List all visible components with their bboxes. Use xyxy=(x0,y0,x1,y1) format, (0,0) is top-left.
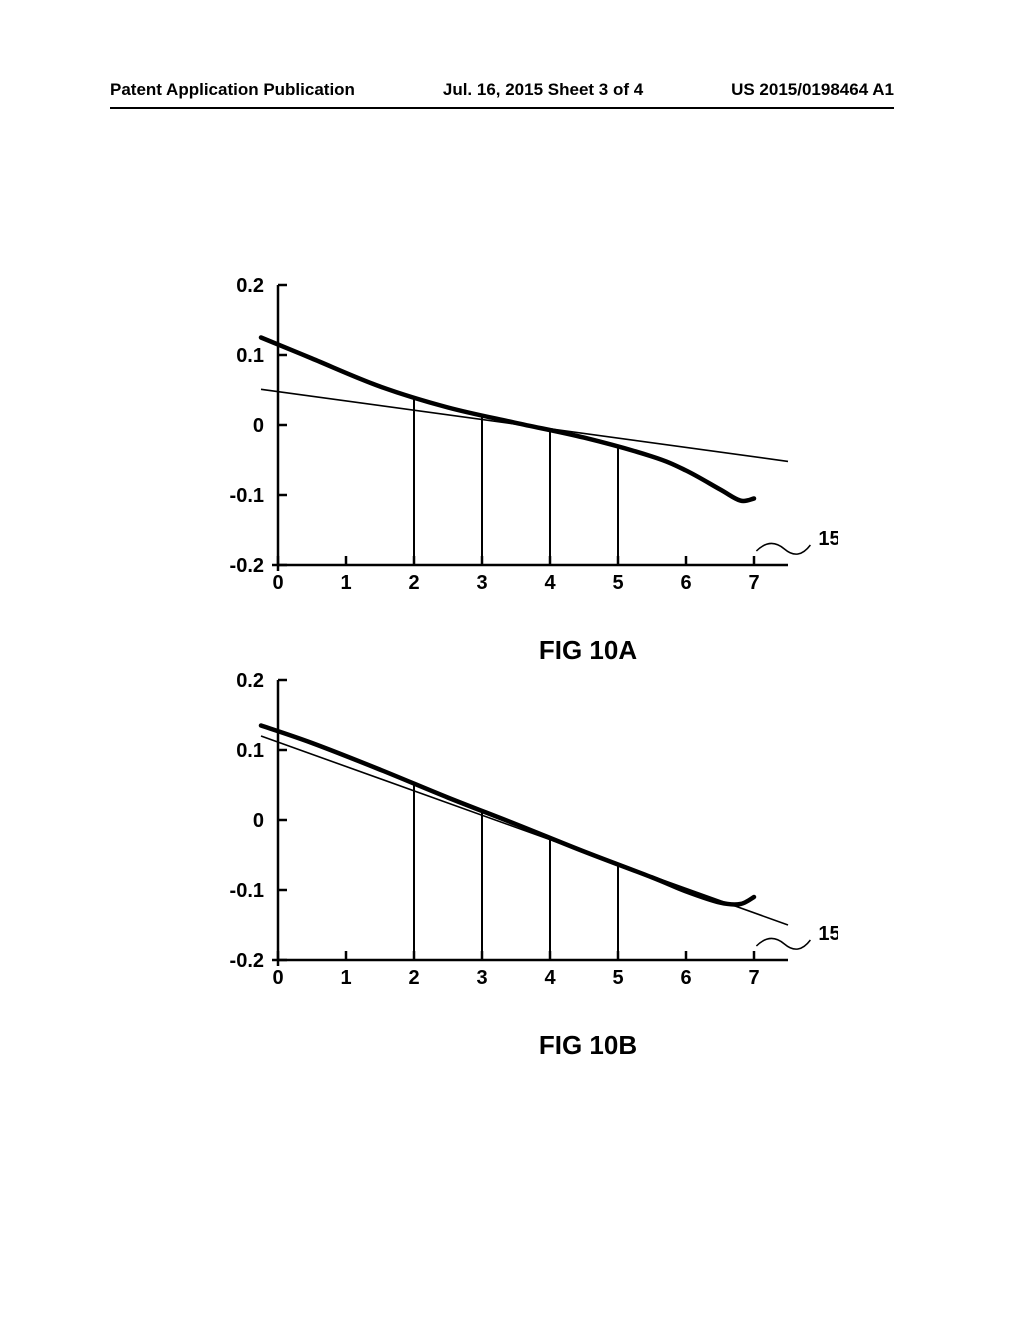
svg-text:4: 4 xyxy=(544,572,556,594)
header-rule xyxy=(110,107,894,109)
fig-label-10b: FIG 10B xyxy=(198,1030,838,1061)
svg-text:0.1: 0.1 xyxy=(236,345,264,367)
svg-text:-0.2: -0.2 xyxy=(230,555,264,577)
svg-text:-0.1: -0.1 xyxy=(230,485,264,507)
svg-text:7: 7 xyxy=(748,967,759,989)
chart-10a: 0 1 2 3 4 5 6 7 -0.2 -0.1 0 0.1 0.2 15 FIG 10A xyxy=(198,275,838,666)
fig-label-10a: FIG 10A xyxy=(198,635,838,666)
svg-text:0.2: 0.2 xyxy=(236,670,264,692)
svg-text:0.1: 0.1 xyxy=(236,740,264,762)
svg-text:2: 2 xyxy=(408,572,419,594)
svg-text:0.2: 0.2 xyxy=(236,275,264,297)
svg-text:5: 5 xyxy=(612,967,623,989)
chart-10b-svg: 0 1 2 3 4 5 6 7 -0.2 -0.1 0 0.1 0.2 15 xyxy=(198,670,838,1030)
header-left: Patent Application Publication xyxy=(110,80,355,100)
svg-text:15: 15 xyxy=(818,528,838,550)
svg-text:7: 7 xyxy=(748,572,759,594)
svg-text:1: 1 xyxy=(340,572,351,594)
svg-text:0: 0 xyxy=(253,415,264,437)
header-right: US 2015/0198464 A1 xyxy=(731,80,894,100)
svg-text:3: 3 xyxy=(476,967,487,989)
chart-10b: 0 1 2 3 4 5 6 7 -0.2 -0.1 0 0.1 0.2 15 FIG 10B xyxy=(198,670,838,1061)
page-header: Patent Application Publication Jul. 16, … xyxy=(0,80,1024,100)
svg-text:4: 4 xyxy=(544,967,556,989)
svg-text:0: 0 xyxy=(253,810,264,832)
svg-text:0: 0 xyxy=(272,572,283,594)
svg-text:0: 0 xyxy=(272,967,283,989)
chart-10a-svg: 0 1 2 3 4 5 6 7 -0.2 -0.1 0 0.1 0.2 15 xyxy=(198,275,838,635)
svg-text:6: 6 xyxy=(680,967,691,989)
svg-text:5: 5 xyxy=(612,572,623,594)
svg-text:15: 15 xyxy=(818,923,838,945)
svg-text:1: 1 xyxy=(340,967,351,989)
svg-text:-0.1: -0.1 xyxy=(230,880,264,902)
svg-text:3: 3 xyxy=(476,572,487,594)
svg-text:-0.2: -0.2 xyxy=(230,950,264,972)
header-center: Jul. 16, 2015 Sheet 3 of 4 xyxy=(443,80,643,100)
svg-text:6: 6 xyxy=(680,572,691,594)
svg-text:2: 2 xyxy=(408,967,419,989)
